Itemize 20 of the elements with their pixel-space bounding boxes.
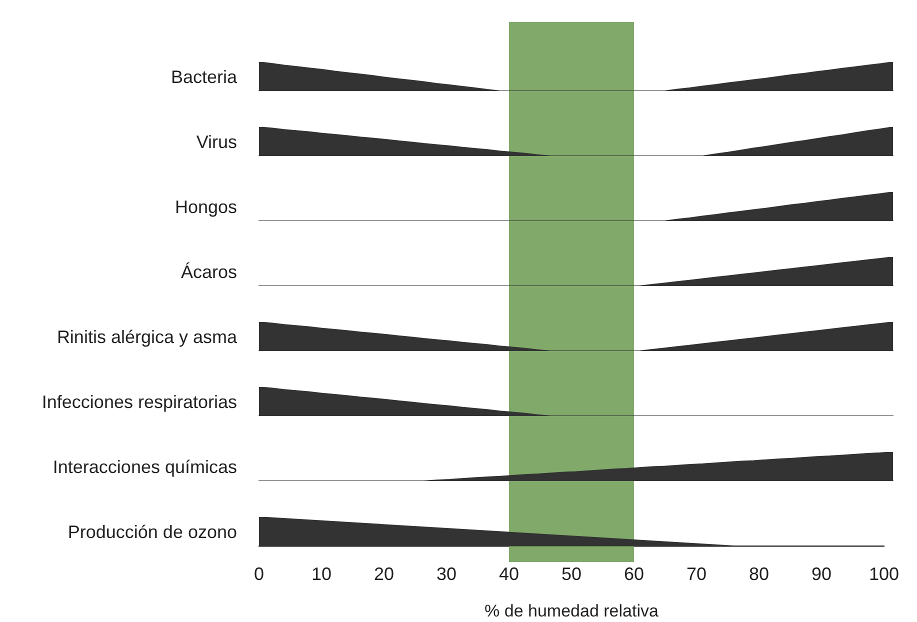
x-tick-label: 80 <box>748 564 770 584</box>
x-tick-label: 70 <box>686 564 707 584</box>
y-axis-title: Ácaros <box>180 261 237 283</box>
y-axis-title: Interacciones químicas <box>52 456 237 478</box>
x-axis-title: % de humedad relativa <box>484 601 659 620</box>
y-axis-title: Virus <box>195 131 237 153</box>
x-tick-label: 20 <box>374 564 394 584</box>
y-axis-title: Infecciones respiratorias <box>40 391 237 413</box>
x-tick-label: 50 <box>561 564 582 584</box>
x-tick-label: 100 <box>868 564 900 584</box>
x-tick-label: 60 <box>624 564 644 584</box>
x-tick-label: 90 <box>811 564 832 584</box>
x-tick-label: 10 <box>311 564 332 584</box>
y-axis-title: Producción de ozono <box>66 521 237 543</box>
y-axis-title: Bacteria <box>170 66 237 88</box>
y-axis-title: Hongos <box>174 196 237 218</box>
x-tick-label: 30 <box>436 564 457 584</box>
x-tick-label: 0 <box>254 564 264 584</box>
y-axis-title: Rinitis alérgica y asma <box>56 326 237 348</box>
x-tick-label: 40 <box>498 564 520 584</box>
